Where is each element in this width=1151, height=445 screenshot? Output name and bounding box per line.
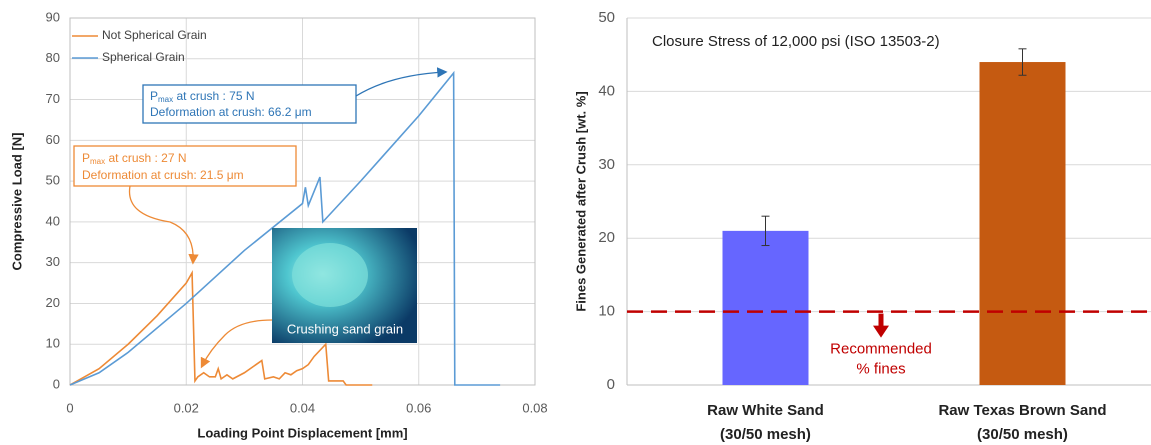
- y-tick-label: 90: [46, 9, 60, 24]
- x-tick-label: 0.06: [406, 400, 431, 415]
- y-tick-label: 60: [46, 132, 60, 147]
- y-tick-label: 50: [598, 9, 615, 26]
- y-tick-label: 30: [46, 254, 60, 269]
- x-tick-label: Raw White Sand: [707, 402, 824, 419]
- bar: [979, 62, 1066, 385]
- annotation-p: P: [150, 89, 158, 103]
- reference-label: Recommended: [830, 341, 932, 358]
- series-line: [69, 269, 373, 386]
- annotation-text: Pmax at crush : 75 N: [150, 89, 255, 104]
- x-tick-label: 0.02: [174, 400, 199, 415]
- annotation-arrow: [355, 67, 448, 97]
- y-tick-label: 10: [46, 336, 60, 351]
- y-tick-label: 70: [46, 91, 60, 106]
- annotation-arrow: [200, 319, 273, 369]
- x-tick-label: Raw Texas Brown Sand: [938, 402, 1106, 419]
- right-chart: 0 10 20 30 40 50 Fines Generated after Crush […: [573, 9, 1151, 443]
- annotation-box: [142, 84, 357, 124]
- y-tick-label: 0: [53, 376, 60, 391]
- annotation-box: [73, 145, 297, 187]
- y-axis-label: Fines Generated after Crush [wt. %]: [573, 91, 588, 311]
- y-tick-label: 40: [46, 213, 60, 228]
- annotation-sub: max: [158, 95, 173, 104]
- y-tick-label: 20: [46, 295, 60, 310]
- legend-label: Not Spherical Grain: [102, 28, 207, 42]
- y-tick-label: 0: [607, 376, 615, 393]
- y-tick-label: 10: [598, 303, 615, 320]
- x-tick-label: 0.08: [522, 400, 547, 415]
- annotation-text: Deformation at crush: 66.2 μm: [150, 105, 312, 119]
- reference-label: % fines: [856, 361, 905, 378]
- y-tick-label: 30: [598, 156, 615, 173]
- annotation-arrow: [128, 185, 199, 265]
- reference-arrow-head: [873, 325, 889, 338]
- y-tick-label: 80: [46, 50, 60, 65]
- inset-caption: Crushing sand grain: [287, 321, 403, 336]
- plot-frame: [69, 17, 536, 386]
- y-tick-label: 40: [598, 82, 615, 99]
- annotation-rest: at crush : 75 N: [173, 89, 254, 103]
- y-axis-label: Compressive Load [N]: [9, 133, 24, 271]
- x-tick-label: 0.04: [290, 400, 315, 415]
- chart-annotation: Closure Stress of 12,000 psi (ISO 13503-…: [652, 33, 940, 50]
- annotation-sub: max: [90, 157, 105, 166]
- left-chart: 0 10 20 30 40 50 60 70 80 90 0 0.02 0.04 0.06 0.08 Load…: [9, 9, 547, 440]
- annotation-rest: at crush : 27 N: [105, 151, 186, 165]
- y-tick-label: 20: [598, 229, 615, 246]
- legend-label: Spherical Grain: [102, 50, 185, 64]
- annotation-text: Pmax at crush : 27 N: [82, 151, 187, 166]
- grain-shape: [292, 243, 368, 307]
- x-tick-label: (30/50 mesh): [720, 426, 811, 443]
- y-tick-label: 50: [46, 173, 60, 188]
- annotation-p: P: [82, 151, 90, 165]
- annotation-text: Deformation at crush: 21.5 μm: [82, 168, 244, 182]
- x-axis-label: Loading Point Displacement [mm]: [197, 425, 407, 440]
- x-tick-label: 0: [66, 400, 73, 415]
- x-tick-label: (30/50 mesh): [977, 426, 1068, 443]
- bar: [722, 230, 809, 385]
- series-line: [69, 70, 501, 386]
